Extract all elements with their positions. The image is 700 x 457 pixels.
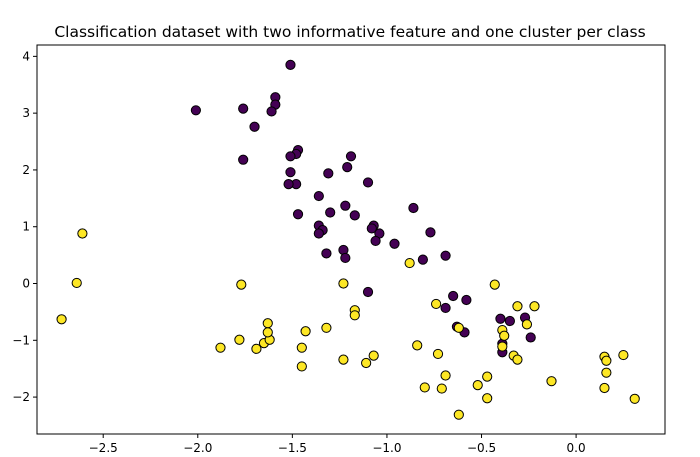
y-tick-label: 0: [22, 277, 30, 291]
x-axis: −2.5 −2.0 −1.5 −1.0 −0.5 0.0: [89, 434, 586, 455]
chart-title: Classification dataset with two informat…: [54, 23, 645, 41]
data-point-class-0: [389, 238, 400, 249]
data-point-class-0: [323, 168, 334, 179]
data-point-class-1: [497, 341, 508, 352]
data-point-class-1: [56, 314, 67, 325]
data-point-class-0: [266, 106, 277, 117]
data-point-class-1: [436, 383, 447, 394]
data-point-class-1: [368, 350, 379, 361]
data-point-class-0: [285, 151, 296, 162]
data-point-class-0: [461, 294, 472, 306]
x-tick-label: 0.0: [567, 441, 586, 455]
data-point-class-1: [512, 301, 523, 312]
data-point-class-0: [504, 315, 515, 327]
data-point-class-1: [71, 277, 82, 289]
data-point-class-0: [190, 105, 201, 116]
data-point-class-1: [482, 371, 493, 382]
data-point-class-1: [512, 354, 523, 365]
data-point-class-1: [338, 354, 349, 365]
data-point-class-1: [262, 318, 273, 329]
data-point-class-1: [431, 298, 442, 310]
data-point-class-1: [440, 370, 451, 381]
data-point-class-0: [362, 286, 374, 298]
data-point-class-1: [404, 257, 415, 269]
data-point-class-0: [370, 235, 381, 247]
data-point-class-1: [349, 310, 360, 321]
data-point-class-1: [546, 376, 557, 387]
data-point-class-0: [366, 223, 377, 234]
data-point-class-1: [529, 301, 540, 312]
data-point-class-1: [489, 279, 500, 290]
data-point-class-1: [419, 382, 430, 393]
data-point-class-0: [342, 161, 353, 173]
data-point-class-0: [440, 302, 451, 314]
y-tick-label: 3: [22, 106, 30, 120]
data-point-class-1: [321, 322, 332, 333]
data-point-class-1: [601, 355, 612, 366]
data-point-class-1: [338, 278, 349, 289]
x-tick-label: −0.5: [467, 441, 496, 455]
data-point-class-0: [345, 151, 357, 162]
data-point-class-0: [249, 121, 260, 132]
data-point-class-1: [499, 330, 510, 341]
data-point-class-0: [362, 177, 374, 188]
data-point-class-1: [234, 334, 245, 345]
x-tick-label: −1.0: [372, 441, 401, 455]
data-point-class-1: [412, 340, 423, 351]
data-point-class-1: [432, 348, 444, 360]
y-axis: −2 −1 0 1 2 3 4: [12, 49, 37, 404]
data-point-class-1: [236, 279, 247, 290]
x-tick-label: −1.5: [278, 441, 307, 455]
y-tick-label: −1: [12, 333, 30, 347]
data-point-class-0: [238, 103, 249, 114]
data-point-class-1: [251, 343, 262, 354]
data-point-class-0: [325, 207, 336, 218]
x-tick-label: −2.0: [183, 441, 212, 455]
data-point-class-1: [453, 322, 464, 333]
data-points: [56, 59, 640, 420]
y-tick-label: −2: [12, 390, 30, 404]
data-point-class-1: [601, 367, 612, 378]
data-point-class-1: [296, 342, 307, 353]
data-point-class-0: [448, 290, 459, 302]
data-point-class-1: [521, 319, 533, 330]
data-point-class-0: [285, 59, 296, 70]
data-point-class-0: [417, 254, 428, 265]
data-point-class-1: [472, 380, 483, 391]
y-tick-label: 4: [22, 49, 30, 63]
plot-area: [36, 44, 666, 435]
data-point-class-0: [321, 248, 332, 259]
data-point-class-0: [313, 190, 324, 202]
data-point-class-1: [77, 228, 88, 239]
data-point-class-1: [629, 393, 640, 404]
data-point-class-1: [599, 382, 610, 394]
y-tick-label: 2: [22, 163, 30, 177]
x-tick-label: −2.5: [89, 441, 118, 455]
data-point-class-0: [408, 202, 419, 214]
data-point-class-0: [525, 332, 536, 343]
data-point-class-1: [215, 342, 226, 353]
y-tick-label: 1: [22, 220, 30, 234]
data-point-class-0: [285, 167, 296, 178]
data-point-class-0: [425, 227, 436, 238]
data-point-class-0: [495, 313, 506, 324]
data-point-class-0: [349, 210, 360, 221]
data-point-class-1: [361, 357, 372, 369]
data-point-class-1: [262, 327, 273, 338]
data-point-class-0: [238, 154, 249, 165]
data-point-class-0: [340, 252, 351, 264]
data-point-class-0: [313, 228, 324, 239]
data-point-class-0: [340, 200, 351, 211]
data-point-class-1: [482, 393, 493, 404]
data-point-class-1: [300, 326, 311, 337]
data-point-class-0: [440, 250, 451, 261]
data-point-class-1: [618, 349, 629, 361]
data-point-class-0: [283, 179, 294, 190]
data-point-class-0: [292, 209, 304, 220]
data-point-class-1: [453, 409, 464, 420]
data-point-class-1: [296, 361, 307, 372]
